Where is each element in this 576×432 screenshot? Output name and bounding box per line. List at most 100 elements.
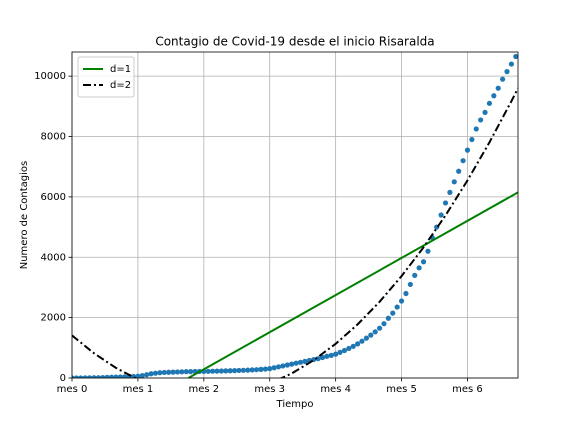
data-point — [438, 212, 444, 218]
data-point — [223, 368, 229, 374]
legend-label: d=1 — [110, 64, 131, 75]
legend-box — [77, 56, 135, 98]
data-point — [442, 200, 449, 206]
data-point — [210, 368, 216, 374]
data-point — [464, 147, 471, 153]
y-tick-label: 8000 — [41, 132, 66, 143]
data-point — [170, 369, 176, 375]
data-point — [328, 352, 334, 358]
data-point — [245, 367, 251, 373]
x-tick-label: mes 4 — [320, 384, 351, 395]
data-point — [214, 368, 220, 374]
data-point — [161, 369, 167, 376]
data-point — [315, 356, 321, 362]
data-point — [284, 362, 290, 368]
x-axis-label: Tiempo — [276, 399, 314, 410]
data-point — [236, 367, 242, 374]
data-point — [451, 179, 457, 185]
data-point — [473, 126, 479, 132]
data-point — [183, 369, 189, 375]
y-axis-label: Numero de Contagios — [19, 161, 30, 270]
x-tick-label: mes 0 — [57, 384, 88, 395]
data-point — [262, 366, 268, 372]
data-point — [368, 332, 374, 338]
x-tick-label: mes 1 — [123, 384, 154, 395]
y-tick-label: 4000 — [41, 252, 66, 263]
data-point — [385, 315, 391, 321]
data-point — [271, 365, 277, 371]
data-point — [174, 369, 181, 375]
axes-frame — [71, 51, 519, 379]
data-point — [350, 343, 356, 349]
data-point — [117, 374, 123, 378]
data-point — [144, 372, 150, 378]
data-point — [113, 374, 119, 378]
data-point — [157, 370, 163, 376]
data-point — [73, 375, 79, 378]
x-tick-label: mes 5 — [386, 384, 417, 395]
data-point — [381, 321, 387, 327]
data-point — [460, 158, 466, 164]
fit-line — [187, 191, 518, 378]
y-tick-label: 10000 — [34, 71, 66, 82]
data-point — [179, 369, 185, 375]
data-point — [403, 290, 409, 297]
data-point — [275, 364, 282, 370]
data-point — [447, 189, 453, 195]
data-point — [258, 366, 264, 372]
data-point — [508, 61, 515, 67]
data-point — [249, 367, 255, 373]
data-point — [148, 371, 154, 377]
data-point — [104, 374, 110, 378]
data-point — [267, 366, 273, 372]
data-point — [218, 368, 224, 374]
x-tick-label: mes 6 — [452, 384, 483, 395]
data-point — [122, 374, 128, 378]
x-tick-label: mes 2 — [188, 384, 219, 395]
data-point — [478, 117, 484, 123]
data-point — [152, 370, 159, 376]
data-point — [135, 373, 141, 378]
data-point — [376, 325, 383, 331]
data-point — [289, 361, 295, 367]
data-point — [240, 367, 246, 373]
data-point — [100, 374, 106, 378]
data-point — [372, 329, 378, 335]
data-point — [139, 372, 145, 378]
data-point — [293, 360, 299, 366]
data-point — [359, 338, 365, 344]
data-point — [280, 363, 286, 369]
data-point — [482, 109, 488, 115]
data-point — [456, 168, 462, 174]
data-point — [355, 341, 361, 347]
data-point — [363, 335, 370, 341]
chart-title: Contagio de Covid-19 desde el inicio Ris… — [155, 35, 434, 49]
data-point — [486, 100, 493, 106]
data-point — [86, 375, 93, 378]
data-point — [394, 304, 400, 310]
data-point — [491, 93, 497, 99]
data-point — [412, 272, 418, 278]
data-point — [346, 345, 352, 352]
data-point — [302, 358, 308, 364]
data-point — [337, 349, 343, 355]
y-tick-label: 2000 — [41, 313, 66, 324]
data-point — [420, 259, 427, 265]
y-tick-label: 6000 — [41, 192, 66, 203]
data-point — [297, 359, 304, 365]
data-point — [253, 367, 260, 373]
data-point — [231, 368, 238, 374]
data-point — [416, 265, 422, 271]
data-point — [95, 375, 101, 378]
data-point — [108, 374, 115, 378]
data-point — [495, 85, 501, 91]
data-point — [500, 76, 506, 82]
data-point — [205, 368, 211, 374]
plot-area — [72, 53, 518, 378]
data-point — [166, 369, 172, 375]
data-point — [513, 53, 518, 60]
data-point — [227, 368, 233, 374]
data-point — [333, 351, 339, 357]
data-point — [319, 354, 326, 361]
